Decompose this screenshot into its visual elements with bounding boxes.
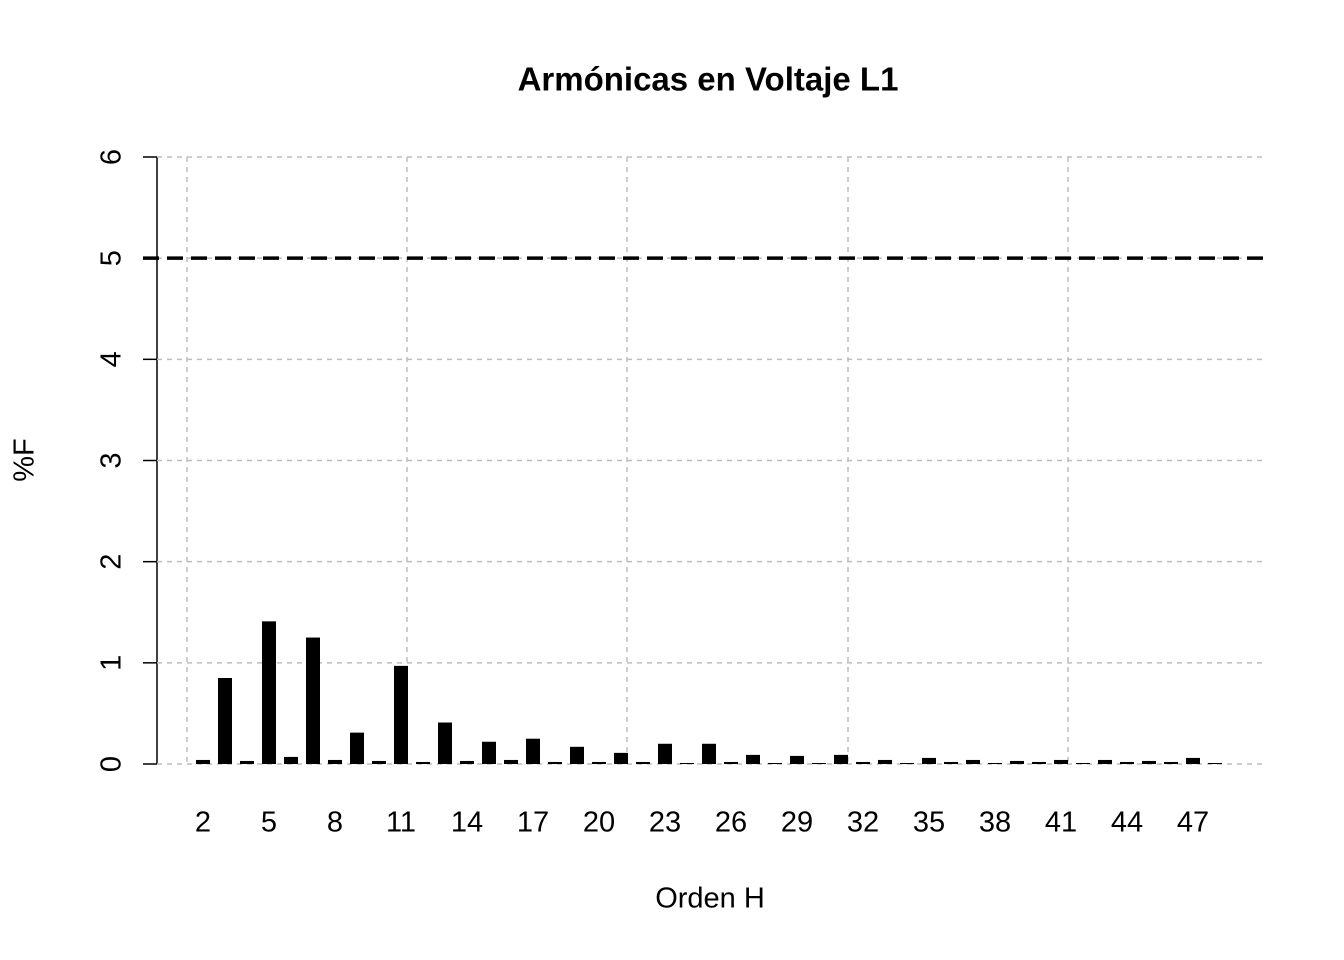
bar [526,738,540,764]
bar [1142,760,1156,764]
chart-title: Armónicas en Voltaje L1 [518,61,899,98]
bar [812,762,826,764]
y-tick-label: 3 [96,452,128,468]
bar [262,621,276,764]
bar [702,743,716,764]
y-tick-label: 1 [96,655,128,671]
bar [240,760,254,764]
x-tick-label: 41 [1045,807,1077,839]
bar [922,757,936,764]
bar [614,752,628,764]
bar [284,756,298,764]
x-axis-label: Orden H [655,883,765,915]
y-axis-label: %F [9,438,41,482]
bar [1208,762,1222,764]
bar [218,678,232,764]
bar [306,637,320,764]
bar [900,762,914,764]
bar [196,759,210,764]
bar [1010,760,1024,764]
bar [680,762,694,764]
bar [834,754,848,764]
x-tick-label: 32 [847,807,879,839]
bar [570,746,584,764]
bar [988,762,1002,764]
bar [372,760,386,764]
x-tick-label: 29 [781,807,813,839]
y-tick-label: 5 [96,250,128,266]
bar [746,754,760,764]
bar [416,761,430,764]
x-tick-label: 17 [517,807,549,839]
bar [394,665,408,764]
bar [658,743,672,764]
bar [482,741,496,764]
bar [1054,759,1068,764]
bar [1032,761,1046,764]
x-tick-label: 44 [1111,807,1143,839]
bar [592,761,606,764]
bar [1120,761,1134,764]
bar [1186,757,1200,764]
x-tick-label: 35 [913,807,945,839]
bar [548,761,562,764]
bar [790,755,804,764]
y-tick-label: 2 [96,554,128,570]
bar [636,761,650,764]
bar [1076,762,1090,764]
x-tick-label: 2 [195,807,211,839]
x-tick-label: 38 [979,807,1011,839]
x-tick-label: 14 [451,807,483,839]
y-tick-label: 0 [96,756,128,772]
bar [328,759,342,764]
x-tick-label: 5 [261,807,277,839]
bar [350,732,364,764]
bar [878,759,892,764]
x-tick-label: 47 [1177,807,1209,839]
y-tick-label: 6 [96,149,128,165]
bar [724,761,738,764]
bar [438,722,452,764]
bar [460,760,474,764]
bar [944,761,958,764]
y-tick-label: 4 [96,351,128,367]
bar [1164,761,1178,764]
x-tick-label: 20 [583,807,615,839]
x-tick-label: 8 [327,807,343,839]
bar [1098,759,1112,764]
x-tick-label: 23 [649,807,681,839]
bar [966,759,980,764]
bar [504,759,518,764]
x-tick-label: 11 [386,807,416,839]
bar [856,761,870,764]
x-tick-label: 26 [715,807,747,839]
bar [768,762,782,764]
